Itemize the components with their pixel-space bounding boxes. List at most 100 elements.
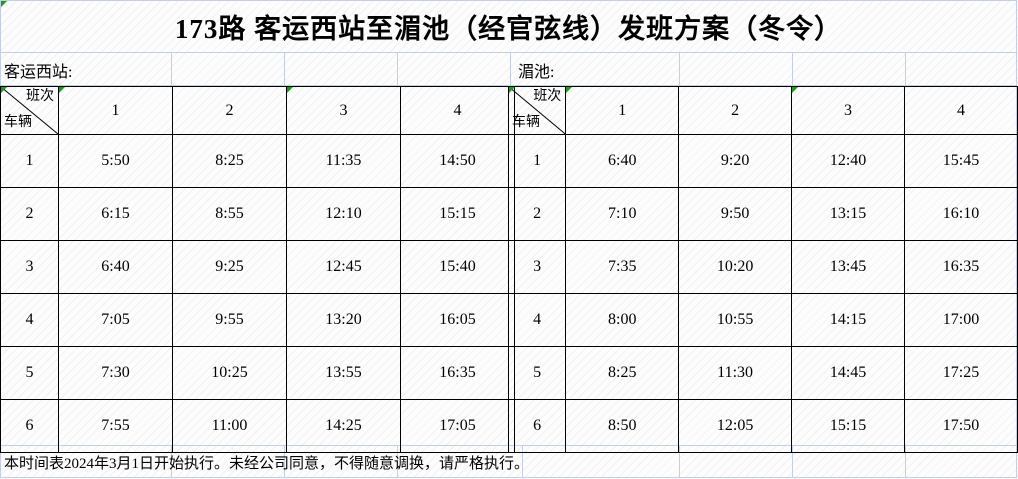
column-header-trip-2: 2 <box>172 86 287 135</box>
table-row: 3 7:35 10:20 13:45 16:35 <box>507 240 1018 294</box>
vehicle-cell: 3 <box>507 240 567 294</box>
table-row: 2 7:10 9:50 13:15 16:10 <box>507 187 1018 241</box>
comment-marker-icon <box>792 87 799 93</box>
time-cell: 8:00 <box>565 293 680 347</box>
table-header-row: 班次 车辆 1 2 3 4 <box>0 86 515 135</box>
gridline <box>0 477 1017 478</box>
time-cell: 9:25 <box>172 240 287 294</box>
time-cell: 17:00 <box>904 293 1018 347</box>
column-header-label: 2 <box>731 101 740 119</box>
time-cell: 11:35 <box>286 134 401 188</box>
table-row: 5 7:30 10:25 13:55 16:35 <box>0 346 515 400</box>
gridline <box>522 446 523 478</box>
vehicle-cell: 4 <box>0 293 59 347</box>
time-cell: 11:00 <box>172 399 287 453</box>
vehicle-cell: 3 <box>0 240 59 294</box>
time-cell: 17:50 <box>904 399 1018 453</box>
footer-row: 本时间表2024年3月1日开始执行。未经公司同意，不得随意调换，请严格执行。 <box>0 446 1017 478</box>
column-header-trip-1: 1 <box>565 86 680 135</box>
gridline <box>792 53 793 86</box>
time-cell: 15:15 <box>791 399 906 453</box>
gridline <box>0 85 1017 86</box>
corner-header-cell: 班次 车辆 <box>0 86 59 135</box>
gridline <box>679 53 680 86</box>
section-label-destination: 湄池: <box>518 63 555 81</box>
time-cell: 13:20 <box>286 293 401 347</box>
column-header-trip-4: 4 <box>904 86 1018 135</box>
corner-label-trip: 班次 <box>26 89 54 104</box>
time-cell: 8:25 <box>172 134 287 188</box>
time-cell: 13:15 <box>791 187 906 241</box>
column-header-label: 2 <box>225 101 234 119</box>
gridline <box>905 446 906 478</box>
time-cell: 9:20 <box>678 134 793 188</box>
vehicle-cell: 2 <box>0 187 59 241</box>
time-cell: 10:55 <box>678 293 793 347</box>
time-cell: 8:55 <box>172 187 287 241</box>
time-cell: 16:10 <box>904 187 1018 241</box>
time-cell: 10:25 <box>172 346 287 400</box>
time-cell: 8:50 <box>565 399 680 453</box>
time-cell: 10:20 <box>678 240 793 294</box>
time-cell: 7:05 <box>58 293 173 347</box>
table-row: 1 5:50 8:25 11:35 14:50 <box>0 134 515 188</box>
column-header-trip-2: 2 <box>678 86 793 135</box>
time-cell: 13:55 <box>286 346 401 400</box>
time-cell: 9:55 <box>172 293 287 347</box>
time-cell: 12:05 <box>678 399 793 453</box>
time-cell: 6:40 <box>565 134 680 188</box>
gridline <box>905 53 906 86</box>
gridline <box>397 53 398 86</box>
gridline <box>0 0 1017 1</box>
time-cell: 6:15 <box>58 187 173 241</box>
gridline <box>397 446 398 478</box>
timetable-return: 班次 车辆 1 2 3 4 1 6:40 9:20 12:40 1 <box>507 86 1018 453</box>
column-header-trip-3: 3 <box>791 86 906 135</box>
table-header-row: 班次 车辆 1 2 3 4 <box>507 86 1018 135</box>
time-cell: 14:25 <box>286 399 401 453</box>
gridline <box>510 53 511 86</box>
vehicle-cell: 6 <box>507 399 567 453</box>
time-cell: 14:45 <box>791 346 906 400</box>
table-row: 2 6:15 8:55 12:10 15:15 <box>0 187 515 241</box>
column-header-label: 3 <box>339 101 348 119</box>
section-label-row: 客运西站: 湄池: <box>0 53 1017 86</box>
table-row: 1 6:40 9:20 12:40 15:45 <box>507 134 1018 188</box>
corner-label-vehicle: 车辆 <box>512 115 540 130</box>
page-title: 173路 客运西站至湄池（经官弦线）发班方案（冬令） <box>174 14 843 44</box>
time-cell: 7:55 <box>58 399 173 453</box>
corner-header-cell: 班次 车辆 <box>507 86 567 135</box>
table-row: 6 7:55 11:00 14:25 17:05 <box>0 399 515 453</box>
column-header-label: 4 <box>453 101 462 119</box>
vehicle-cell: 5 <box>0 346 59 400</box>
time-cell: 13:45 <box>791 240 906 294</box>
column-header-trip-3: 3 <box>286 86 401 135</box>
comment-marker-icon <box>287 87 293 93</box>
time-cell: 6:40 <box>58 240 173 294</box>
vehicle-cell: 4 <box>507 293 567 347</box>
title-row: 173路 客运西站至湄池（经官弦线）发班方案（冬令） <box>0 0 1017 53</box>
corner-label-vehicle: 车辆 <box>4 115 32 130</box>
column-header-trip-4: 4 <box>400 86 515 135</box>
corner-label-trip: 班次 <box>533 89 562 104</box>
column-header-label: 4 <box>957 101 965 119</box>
gridline <box>171 53 172 86</box>
time-cell: 16:35 <box>904 240 1018 294</box>
time-cell: 15:45 <box>904 134 1018 188</box>
section-label-departure: 客运西站: <box>4 63 73 81</box>
time-cell: 11:30 <box>678 346 793 400</box>
time-cell: 5:50 <box>58 134 173 188</box>
comment-marker-icon <box>566 87 573 93</box>
gridline <box>284 446 285 478</box>
time-cell: 17:05 <box>400 399 515 453</box>
gridline <box>284 53 285 86</box>
time-cell: 12:45 <box>286 240 401 294</box>
time-cell: 17:25 <box>904 346 1018 400</box>
time-cell: 8:25 <box>565 346 680 400</box>
comment-marker-icon <box>1 1 7 7</box>
comment-marker-icon <box>1 87 7 93</box>
table-row: 5 8:25 11:30 14:45 17:25 <box>507 346 1018 400</box>
gridline <box>679 446 680 478</box>
timetable-departure: 班次 车辆 1 2 3 4 1 5:50 8:25 11:35 1 <box>0 86 515 453</box>
time-cell: 14:50 <box>400 134 515 188</box>
